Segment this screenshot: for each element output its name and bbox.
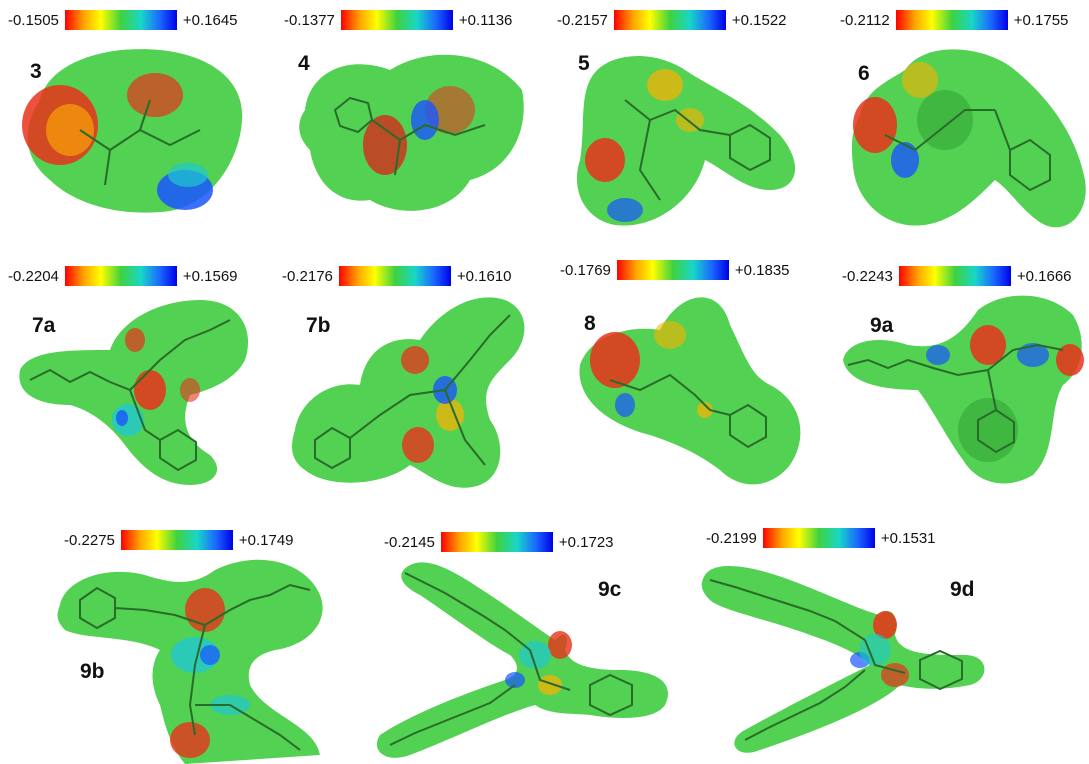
molecule-surface-9c — [376, 562, 668, 758]
molecule-surface-7b — [292, 297, 525, 488]
scale-max: +0.1522 — [731, 11, 787, 29]
gradient-bar — [762, 528, 875, 548]
gradient-bar — [898, 266, 1011, 286]
gradient-bar — [616, 260, 729, 280]
molecule-surface-7a — [19, 300, 248, 485]
scale-min: -0.2145 — [384, 533, 435, 551]
gradient-bar — [64, 10, 177, 30]
scale-max: +0.1723 — [558, 533, 614, 551]
color-scale-8: -0.1769 +0.1835 — [560, 260, 790, 280]
scale-min: -0.2204 — [8, 267, 59, 285]
compound-label-9d: 9d — [950, 578, 975, 601]
compound-label-6: 6 — [858, 62, 870, 85]
color-scale-5: -0.2157 +0.1522 — [557, 10, 787, 30]
compound-label-9c: 9c — [598, 578, 622, 601]
color-scale-3: -0.1505 +0.1645 — [8, 10, 238, 30]
scale-max: +0.1569 — [182, 267, 238, 285]
color-scale-4: -0.1377 +0.1136 — [284, 10, 512, 30]
compound-label-9a: 9a — [870, 314, 894, 337]
compound-label-3: 3 — [30, 60, 42, 83]
color-scale-9c: -0.2145 +0.1723 — [384, 532, 614, 552]
compound-label-9b: 9b — [80, 660, 105, 683]
gradient-bar — [340, 10, 453, 30]
scale-max: +0.1531 — [880, 529, 936, 547]
color-scale-9a: -0.2243 +0.1666 — [842, 266, 1072, 286]
scale-max: +0.1666 — [1016, 267, 1072, 285]
molecule-surface-3 — [22, 49, 243, 213]
scale-min: -0.2157 — [557, 11, 608, 29]
scale-min: -0.2243 — [842, 267, 893, 285]
scale-max: +0.1835 — [734, 261, 790, 279]
molecule-surface-5 — [576, 56, 796, 226]
compound-label-4: 4 — [298, 52, 310, 75]
gradient-bar — [64, 266, 177, 286]
gradient-bar — [440, 532, 553, 552]
molecule-surface-6 — [851, 49, 1086, 228]
compound-label-5: 5 — [578, 52, 590, 75]
scale-min: -0.2112 — [840, 11, 890, 29]
scale-min: -0.1505 — [8, 11, 59, 29]
gradient-bar — [895, 10, 1008, 30]
scale-max: +0.1645 — [182, 11, 238, 29]
scale-min: -0.2176 — [282, 267, 333, 285]
color-scale-9d: -0.2199 +0.1531 — [706, 528, 936, 548]
color-scale-7a: -0.2204 +0.1569 — [8, 266, 238, 286]
color-scale-9b: -0.2275 +0.1749 — [64, 530, 294, 550]
scale-min: -0.1377 — [284, 11, 335, 29]
scale-max: +0.1136 — [458, 11, 513, 29]
compound-label-8: 8 — [584, 312, 596, 335]
molecule-surface-8 — [579, 297, 801, 485]
molecule-surface-4 — [299, 54, 524, 211]
scale-min: -0.2199 — [706, 529, 757, 547]
gradient-bar — [338, 266, 451, 286]
scale-min: -0.1769 — [560, 261, 611, 279]
scale-min: -0.2275 — [64, 531, 115, 549]
color-scale-7b: -0.2176 +0.1610 — [282, 266, 512, 286]
molecule-surface-9a — [843, 295, 1084, 484]
scale-max: +0.1749 — [238, 531, 294, 549]
compound-label-7b: 7b — [306, 314, 331, 337]
gradient-bar — [120, 530, 233, 550]
molecule-surface-9d — [701, 565, 985, 753]
scale-max: +0.1755 — [1013, 11, 1069, 29]
scale-max: +0.1610 — [456, 267, 512, 285]
gradient-bar — [613, 10, 726, 30]
compound-label-7a: 7a — [32, 314, 56, 337]
molecule-surface-9b — [57, 559, 323, 764]
color-scale-6: -0.2112 +0.1755 — [840, 10, 1068, 30]
